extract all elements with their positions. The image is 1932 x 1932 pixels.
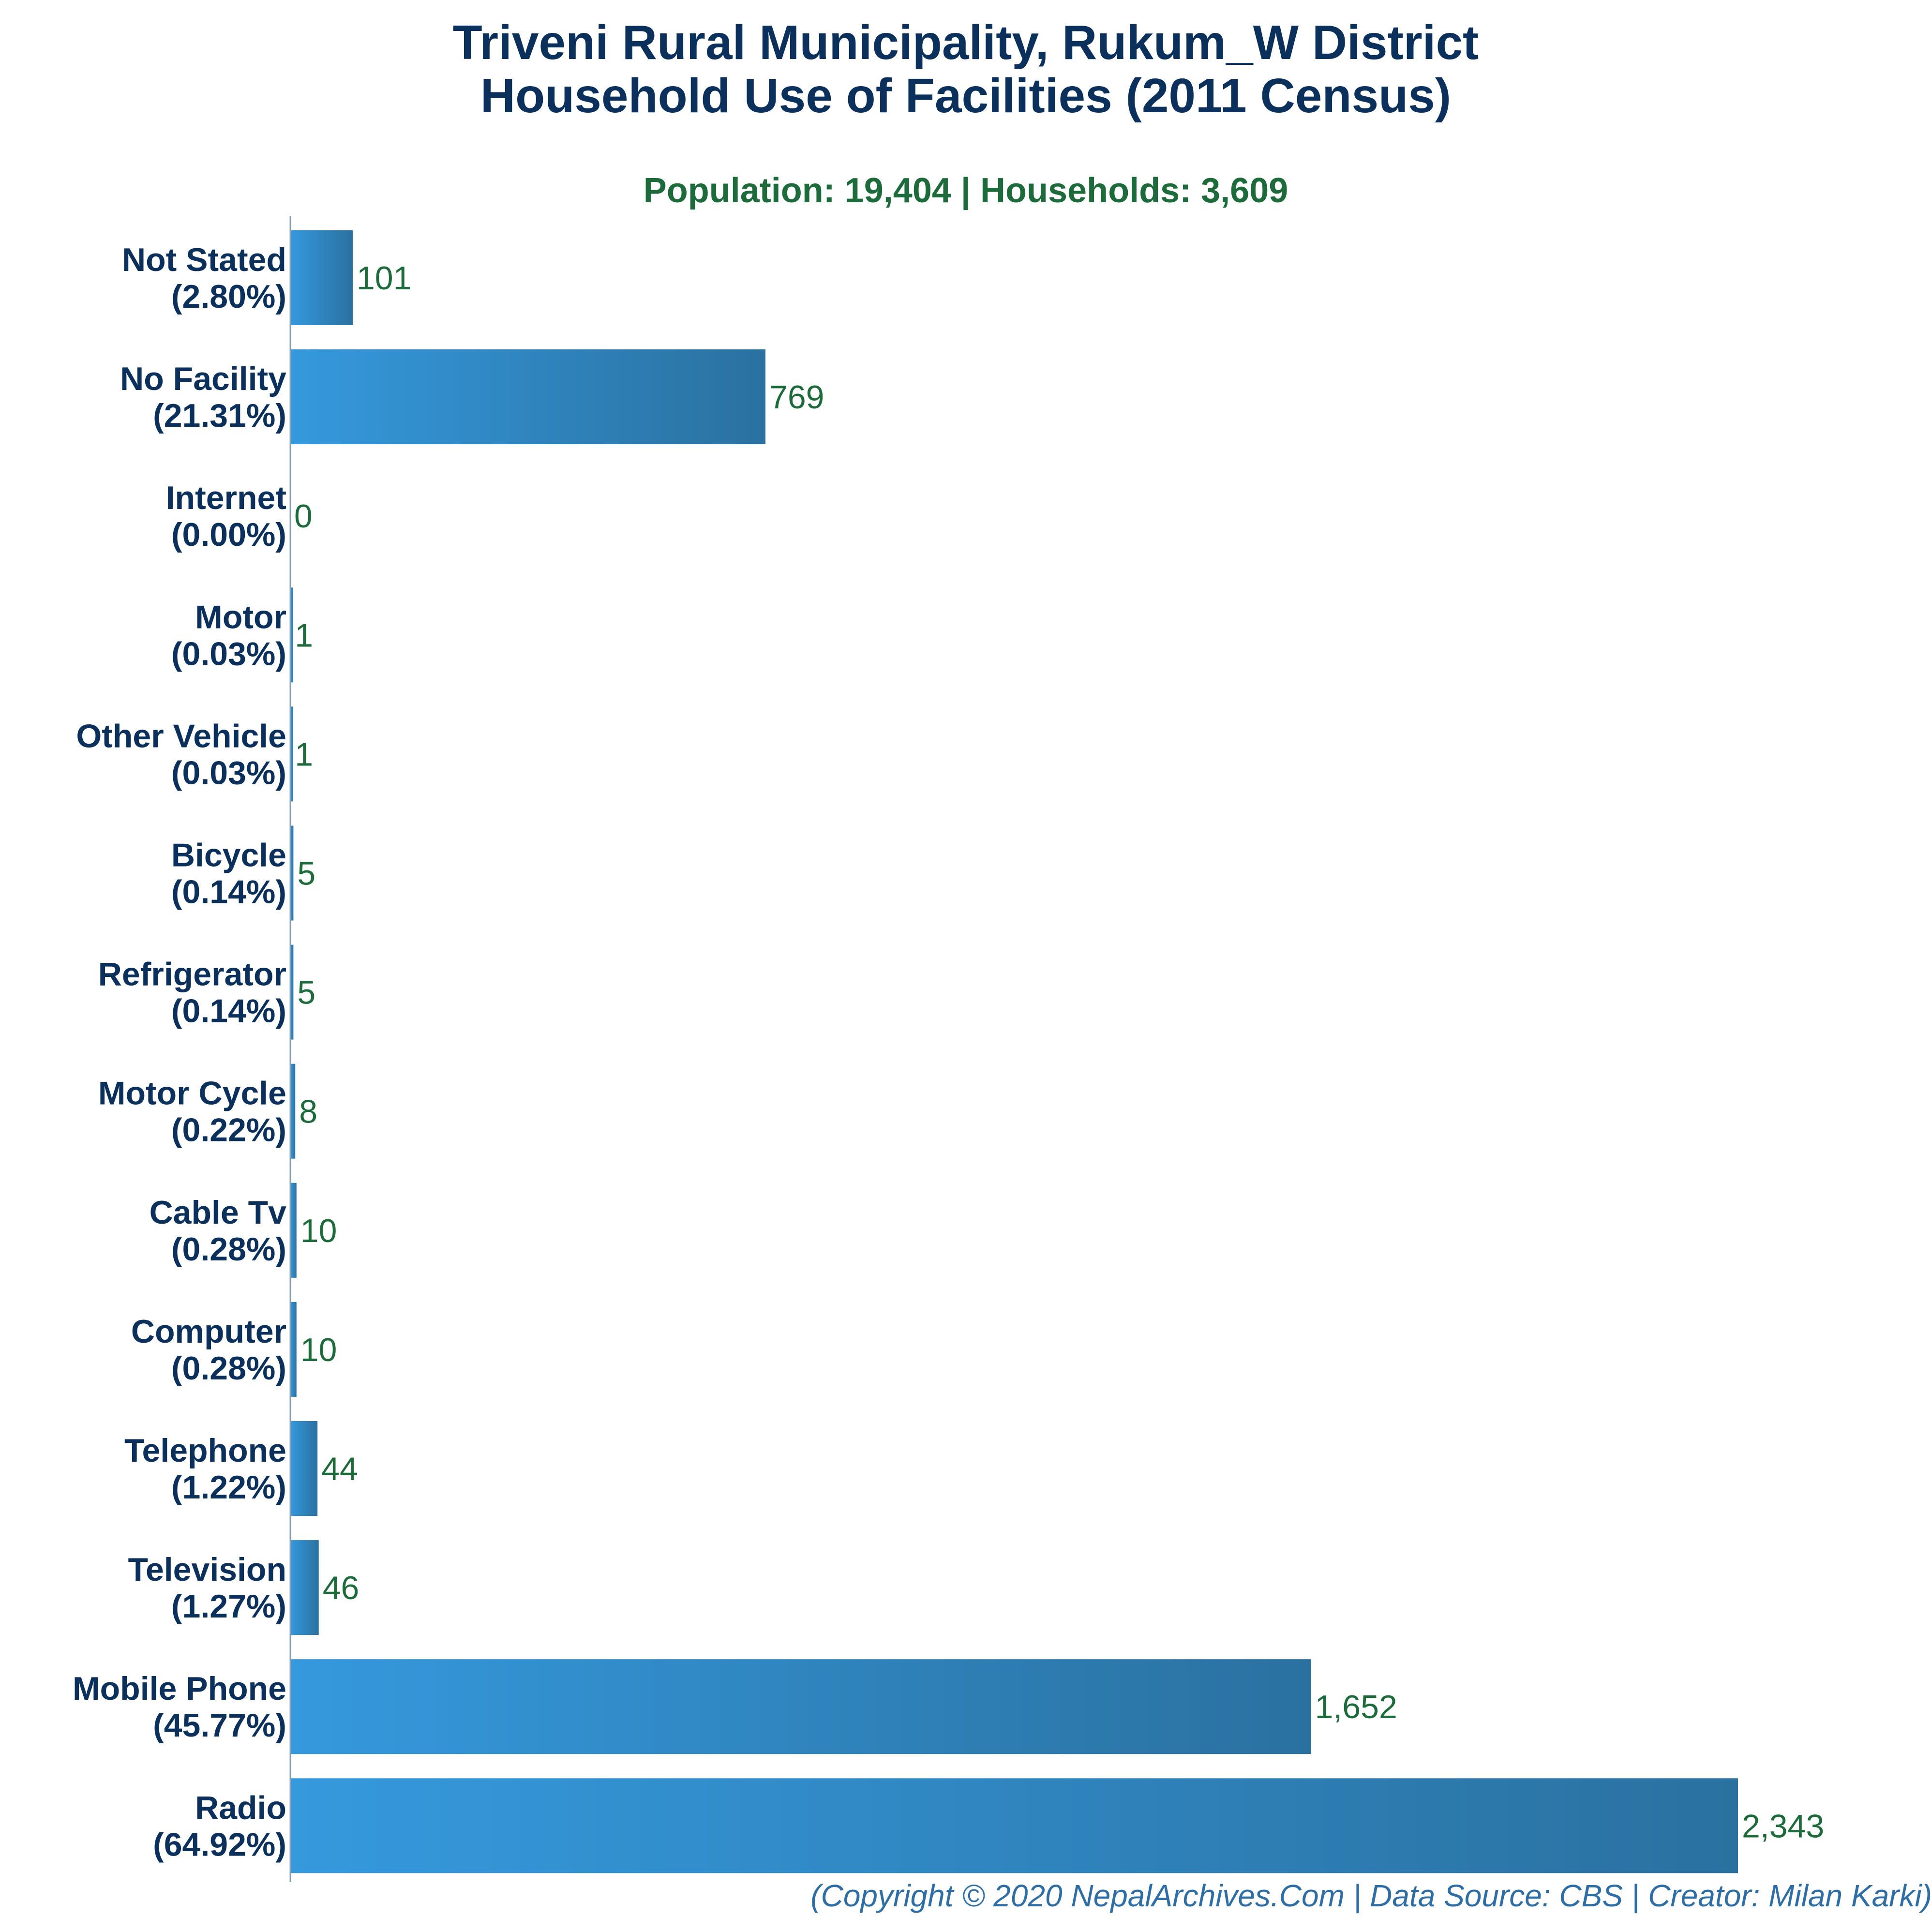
category-percent-no-facility: (21.31%) — [153, 397, 286, 434]
bar-refrigerator — [290, 944, 294, 1040]
category-label-computer: Computer — [131, 1313, 286, 1350]
category-percent-not-stated: (2.80%) — [171, 278, 286, 315]
value-label-computer: 10 — [300, 1332, 337, 1368]
value-label-radio: 2,343 — [1742, 1808, 1824, 1844]
category-label-other-vehicle: Other Vehicle — [76, 718, 286, 754]
bar-bicycle — [290, 825, 294, 921]
chart-title-line-1: Triveni Rural Municipality, Rukum_W Dist… — [453, 15, 1479, 70]
category-percent-internet: (0.00%) — [171, 516, 286, 553]
category-percent-bicycle: (0.14%) — [171, 874, 286, 911]
value-label-internet: 0 — [294, 498, 313, 535]
bar-no-facility — [290, 349, 766, 445]
bar-computer — [290, 1302, 297, 1397]
bar-radio — [290, 1778, 1738, 1873]
chart-title-line-2: Household Use of Facilities (2011 Census… — [480, 69, 1451, 123]
bar-motor-cycle — [290, 1063, 296, 1159]
chart-subtitle: Population: 19,404 | Households: 3,609 — [644, 171, 1288, 210]
value-label-no-facility: 769 — [769, 379, 824, 416]
category-percent-other-vehicle: (0.03%) — [171, 754, 286, 791]
category-label-motor: Motor — [195, 599, 286, 635]
value-label-motor: 1 — [295, 617, 313, 654]
category-label-bicycle: Bicycle — [171, 837, 286, 874]
category-percent-refrigerator: (0.14%) — [171, 993, 286, 1030]
category-label-refrigerator: Refrigerator — [98, 956, 286, 993]
category-percent-mobile-phone: (45.77%) — [153, 1707, 286, 1744]
value-label-mobile-phone: 1,652 — [1315, 1689, 1397, 1725]
category-percent-computer: (0.28%) — [171, 1350, 286, 1387]
category-label-cable-tv: Cable Tv — [150, 1194, 287, 1231]
bar-television — [290, 1540, 319, 1635]
category-percent-television: (1.27%) — [171, 1588, 286, 1625]
chart-footer: (Copyright © 2020 NepalArchives.Com | Da… — [810, 1878, 1932, 1914]
category-label-not-stated: Not Stated — [122, 241, 286, 278]
category-label-internet: Internet — [166, 479, 286, 516]
category-label-television: Television — [128, 1551, 286, 1588]
bar-telephone — [290, 1421, 318, 1516]
category-percent-telephone: (1.22%) — [171, 1469, 286, 1506]
category-percent-cable-tv: (0.28%) — [171, 1231, 286, 1268]
category-percent-motor-cycle: (0.22%) — [171, 1112, 286, 1149]
category-percent-motor: (0.03%) — [171, 635, 286, 672]
value-label-cable-tv: 10 — [300, 1213, 337, 1249]
bar-other-vehicle — [290, 706, 293, 802]
category-percent-radio: (64.92%) — [153, 1826, 286, 1863]
bar-not-stated — [290, 230, 353, 325]
category-label-motor-cycle: Motor Cycle — [98, 1075, 286, 1112]
category-label-mobile-phone: Mobile Phone — [73, 1670, 286, 1707]
bar-motor — [290, 587, 293, 683]
category-label-telephone: Telephone — [124, 1432, 286, 1469]
bar-mobile-phone — [290, 1659, 1311, 1754]
bar-cable-tv — [290, 1183, 297, 1278]
value-label-motor-cycle: 8 — [299, 1093, 317, 1130]
value-label-telephone: 44 — [321, 1451, 358, 1487]
value-label-television: 46 — [323, 1570, 359, 1606]
value-label-other-vehicle: 1 — [295, 736, 313, 773]
value-label-refrigerator: 5 — [297, 974, 315, 1011]
category-label-radio: Radio — [195, 1789, 286, 1826]
value-label-bicycle: 5 — [297, 855, 315, 892]
value-label-not-stated: 101 — [357, 260, 411, 297]
category-label-no-facility: No Facility — [120, 360, 286, 397]
